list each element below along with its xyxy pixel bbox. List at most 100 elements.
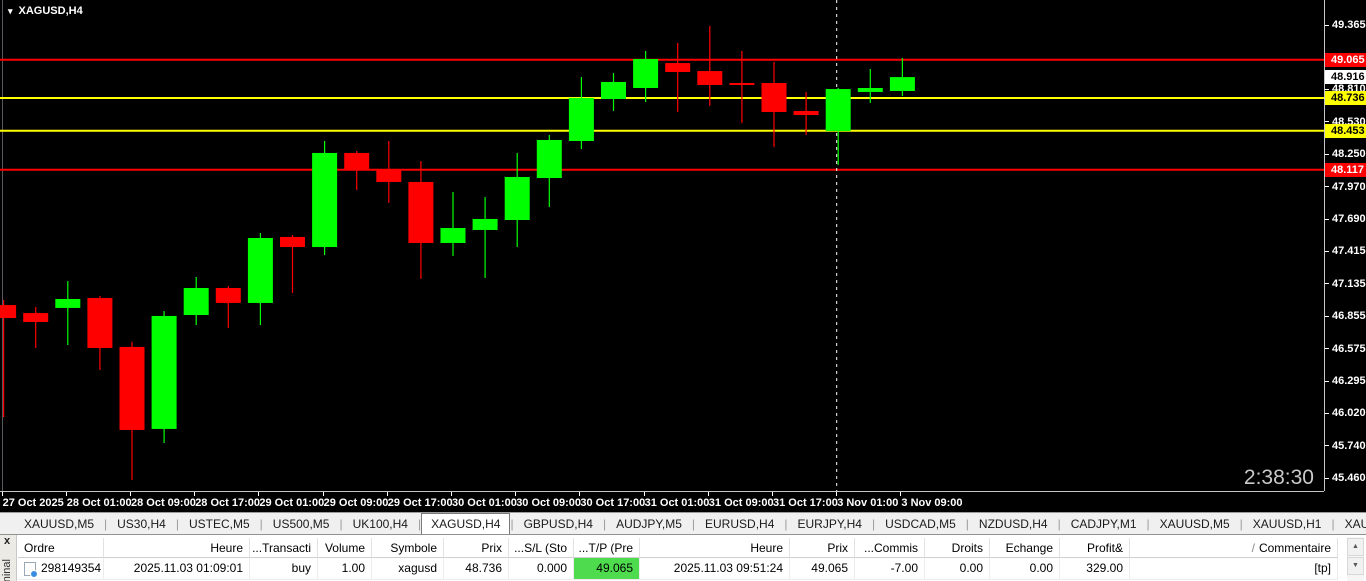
order-cell: 48.736 (444, 558, 509, 580)
tab-separator: | (965, 516, 969, 531)
price-line-label: 48.117 (1325, 162, 1366, 177)
chart-tab-cadjpy-m1[interactable]: CADJPY,M1 (1070, 516, 1137, 531)
tab-separator: | (602, 516, 607, 531)
time-axis-label: 30 Oct 01:00 (452, 497, 517, 509)
chart-tab-xagusd-h4[interactable]: XAGUSD,H4 (421, 512, 511, 535)
order-cell: buy (250, 558, 318, 580)
column-header-ordre[interactable]: Ordre (18, 538, 104, 558)
price-tick-mark (1325, 477, 1329, 479)
price-chart[interactable] (0, 0, 1324, 491)
time-axis-label: 30 Oct 09:00 (516, 497, 582, 509)
column-header-commentaire[interactable]: Commentaire/ (1130, 538, 1338, 558)
chart-tab-ustec-m5[interactable]: USTEC,M5 (188, 516, 250, 531)
order-cell: xagusd (372, 558, 444, 580)
time-axis-label: 29 Oct 09:00 (323, 497, 389, 509)
chart-tab-bar: XAUUSD,M5 | US30,H4 | USTEC,M5 | US500,M5 | UK10… (0, 512, 1366, 535)
time-axis[interactable]: 27 Oct 2025 28 Oct 01:00 28 Oct 09:00 28 Oc… (0, 491, 1324, 512)
price-tick-mark (1325, 218, 1329, 220)
column-header-droits[interactable]: Droits (925, 538, 990, 558)
chart-tab-us500-m5[interactable]: US500,M5 (272, 516, 330, 531)
candle-body (23, 313, 49, 322)
tab-separator: | (1331, 516, 1335, 531)
time-tick-mark (515, 492, 517, 496)
chart-tab-xauusd-h1[interactable]: XAUUSD,H1 (1344, 516, 1366, 531)
chart-tab-xauusd-m5[interactable]: XAUUSD,M5 (1159, 516, 1230, 531)
order-cell: 298149354 (18, 558, 104, 580)
order-cell: -7.00 (855, 558, 925, 580)
price-tick-label: 49.365 (1332, 19, 1366, 31)
candle-body (825, 89, 851, 132)
scroll-down-icon[interactable]: ▼ (1347, 557, 1364, 575)
column-header-transacti[interactable]: Transacti... (250, 538, 318, 558)
candle-body (408, 181, 434, 243)
column-header-commis[interactable]: Commis... (855, 538, 925, 558)
column-header-symbole[interactable]: Symbole (372, 538, 444, 558)
order-cell: 2025.11.03 01:09:01 (104, 558, 250, 580)
candle-body (857, 87, 883, 92)
close-icon[interactable]: x (4, 535, 11, 547)
chart-tab-audjpy-m5[interactable]: AUDJPY,M5 (616, 516, 682, 531)
tab-separator: | (510, 516, 514, 531)
price-tick-label: 45.740 (1332, 439, 1366, 452)
tab-separator: | (691, 516, 696, 531)
chart-tab-gbpusd-h4[interactable]: GBPUSD,H4 (523, 516, 593, 531)
time-axis-label: 29 Oct 01:00 (259, 497, 325, 509)
chart-tab-eurjpy-h4[interactable]: EURJPY,H4 (797, 516, 862, 531)
tab-separator: | (417, 516, 422, 531)
price-tick-label: 47.135 (1332, 277, 1366, 290)
candle-body (312, 152, 338, 248)
chart-symbol-title: ▾ XAGUSD,H4 (8, 5, 83, 17)
column-header-heure[interactable]: Heure (640, 538, 790, 558)
column-header-prix[interactable]: Prix (790, 538, 855, 558)
price-tick-mark (1325, 250, 1329, 252)
plot-left-edge (2, 0, 3, 511)
price-tick-mark (1325, 88, 1329, 90)
chart-tab-uk100-h4[interactable]: UK100,H4 (352, 516, 408, 531)
candle-body (665, 63, 691, 72)
time-axis-label: 3 Nov 09:00 (901, 497, 963, 509)
order-cell: 0.000 (509, 558, 574, 580)
price-line-label: 48.453 (1325, 123, 1366, 138)
tab-separator: | (1239, 516, 1243, 531)
dropdown-icon[interactable]: ▾ (8, 6, 13, 16)
price-tick-label: 47.970 (1332, 180, 1366, 193)
candle-body (119, 346, 145, 430)
candle-body (504, 176, 530, 221)
column-header-echange[interactable]: Echange (990, 538, 1060, 558)
chart-tabs: XAUUSD,M5 | US30,H4 | USTEC,M5 | US500,M5 | UK10… (14, 512, 1366, 535)
price-tick-mark (1325, 412, 1329, 414)
candle-body (0, 305, 17, 319)
price-tick-mark (1325, 445, 1329, 447)
chart-tab-nzdusd-h4[interactable]: NZDUSD,H4 (978, 516, 1048, 531)
chart-tab-usdcad-m5[interactable]: USDCAD,M5 (885, 516, 956, 531)
column-header-prix[interactable]: Prix (444, 538, 509, 558)
order-icon (24, 561, 38, 578)
candle-body (344, 152, 370, 169)
chart-tab-xauusd-m5[interactable]: XAUUSD,M5 (24, 516, 95, 531)
column-header-heure[interactable]: Heure (104, 538, 250, 558)
candle-body (440, 228, 466, 243)
chart-tab-us30-h4[interactable]: US30,H4 (117, 516, 166, 531)
scroll-up-icon[interactable]: ▲ (1347, 538, 1364, 556)
terminal-panel: x ninal Ordre Heure Transacti... Volume Symb… (0, 534, 1366, 581)
column-header-profit[interactable]: &Profit (1060, 538, 1130, 558)
candle-body (215, 287, 241, 303)
order-row[interactable]: 298149354 2025.11.03 01:09:01 buy 1.00 xagus… (18, 558, 1338, 580)
candle-body (793, 110, 819, 116)
column-header-slsto[interactable]: S/L (Sto... (509, 538, 574, 558)
order-cell: 0.00 (990, 558, 1060, 580)
terminal-tab-label: ninal (1, 558, 13, 581)
price-axis[interactable]: 49.365 48.810 48.530 48.250 47.970 47.690 47.4… (1324, 0, 1366, 491)
table-scrollbar[interactable]: ▲ ▼ (1347, 537, 1364, 581)
column-header-tppre[interactable]: T/P (Pre... (574, 538, 640, 558)
column-header-volume[interactable]: Volume (318, 538, 372, 558)
time-axis-label: 30 Oct 17:00 (580, 497, 646, 509)
price-tick-label: 46.855 (1332, 310, 1366, 323)
time-tick-mark (643, 492, 645, 496)
orders-table: Ordre Heure Transacti... Volume Symbole Prix S… (18, 538, 1338, 580)
chart-tab-eurusd-h4[interactable]: EURUSD,H4 (705, 516, 775, 531)
chart-tab-xauusd-h1[interactable]: XAUUSD,H1 (1252, 516, 1322, 531)
candle-body (697, 71, 723, 85)
tab-separator: | (339, 516, 343, 531)
